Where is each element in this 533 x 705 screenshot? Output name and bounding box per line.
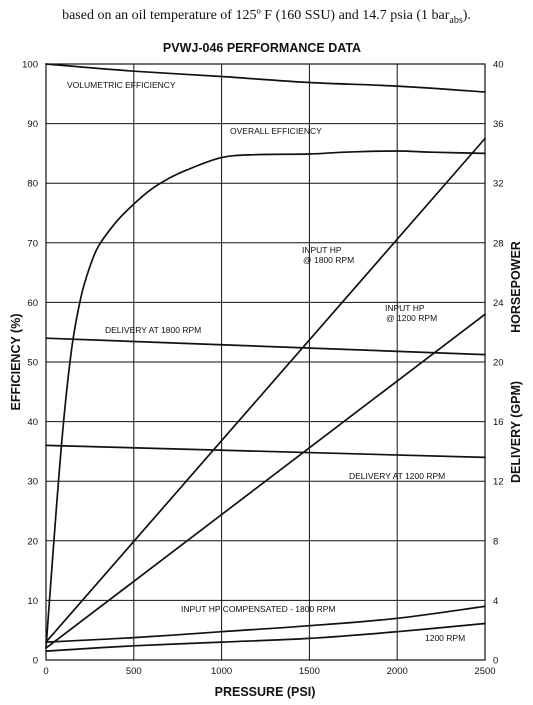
y-left-tick-label: 50	[27, 358, 38, 369]
page-caption: based on an oil temperature of 125º F (1…	[0, 8, 533, 26]
y-left-tick-label: 100	[22, 60, 38, 71]
label-volumetric-efficiency: VOLUMETRIC EFFICIENCY	[67, 80, 176, 90]
label-input-hp-compensated-1800: INPUT HP COMPENSATED - 1800 RPM	[181, 604, 335, 614]
series-line-1200-rpm	[45, 622, 486, 652]
y-left-tick-label: 90	[27, 119, 38, 130]
y-right-tick-label: 20	[493, 358, 504, 369]
y-left-tick-label: 40	[27, 417, 38, 428]
y-right-tick-label: 28	[493, 238, 504, 249]
series-line-overall-efficiency	[45, 150, 486, 649]
y-left-tick-label: 0	[33, 656, 38, 667]
y-axis-right-title-delivery: DELIVERY (GPM)	[509, 381, 523, 483]
series-annotations: VOLUMETRIC EFFICIENCY OVERALL EFFICIENCY…	[67, 80, 465, 643]
y-left-tick-label: 20	[27, 536, 38, 547]
series-line-delivery-at-1200-rpm	[45, 444, 486, 459]
series-line-input-hp-1200-rpm	[45, 313, 486, 649]
label-delivery-1800-line: DELIVERY AT 1800 RPM	[105, 325, 201, 335]
label-input-hp-1200: INPUT HP @ 1200 RPM	[385, 303, 437, 323]
x-tick-label: 2000	[387, 666, 408, 677]
series-line-input-hp-1800-rpm	[45, 137, 486, 643]
label-input-hp-1800-line: @ 1800 RPM	[303, 255, 354, 265]
label-input-hp-1200-line: INPUT HP	[385, 303, 425, 313]
series-line-input-hp-compensated-1800-rpm	[45, 605, 486, 643]
x-axis-title: PRESSURE (PSI)	[215, 685, 316, 699]
label-volumetric-efficiency-line: VOLUMETRIC EFFICIENCY	[67, 80, 176, 90]
label-overall-efficiency: OVERALL EFFICIENCY	[230, 126, 322, 136]
y-right-tick-label: 4	[493, 596, 498, 607]
label-input-hp-1800: INPUT HP @ 1800 RPM	[302, 245, 354, 265]
tick-labels: 0 500 1000 1500 2000 250001020304050607080901…	[22, 60, 503, 678]
y-right-tick-label: 16	[493, 417, 504, 428]
x-tick-label: 1500	[299, 666, 320, 677]
label-delivery-1200: DELIVERY AT 1200 RPM	[349, 471, 445, 481]
x-tick-label: 0	[43, 666, 48, 677]
label-input-hp-compensated-1800-line: INPUT HP COMPENSATED - 1800 RPM	[181, 604, 335, 614]
y-left-tick-label: 10	[27, 596, 38, 607]
y-axis-left-title: EFFICIENCY (%)	[9, 314, 23, 411]
y-right-tick-label: 24	[493, 298, 504, 309]
y-right-tick-label: 40	[493, 60, 504, 71]
y-axis-right-title-horsepower: HORSEPOWER	[509, 241, 523, 333]
label-input-hp-1200-line: @ 1200 RPM	[386, 313, 437, 323]
label-compensated-1200: 1200 RPM	[425, 633, 465, 643]
y-right-tick-label: 8	[493, 536, 498, 547]
chart-title: PVWJ-046 PERFORMANCE DATA	[163, 41, 361, 55]
label-delivery-1800: DELIVERY AT 1800 RPM	[105, 325, 201, 335]
grid-layer	[46, 64, 485, 660]
plot-frame	[45, 63, 486, 661]
series-line-volumetric-efficiency	[45, 63, 486, 93]
y-right-tick-label: 36	[493, 119, 504, 130]
label-delivery-1200-line: DELIVERY AT 1200 RPM	[349, 471, 445, 481]
label-overall-efficiency-line: OVERALL EFFICIENCY	[230, 126, 322, 136]
x-tick-label: 2500	[474, 666, 495, 677]
y-right-tick-label: 32	[493, 179, 504, 190]
caption-subscript: abs	[449, 14, 463, 26]
label-compensated-1200-line: 1200 RPM	[425, 633, 465, 643]
y-right-tick-label: 12	[493, 477, 504, 488]
caption-end: ).	[462, 8, 471, 23]
series-layer	[45, 63, 486, 652]
x-tick-label: 1000	[211, 666, 232, 677]
y-left-tick-label: 70	[27, 238, 38, 249]
series-line-delivery-at-1800-rpm	[45, 337, 486, 356]
y-left-tick-label: 30	[27, 477, 38, 488]
y-right-tick-label: 0	[493, 656, 498, 667]
label-input-hp-1800-line: INPUT HP	[302, 245, 342, 255]
x-tick-label: 500	[126, 666, 142, 677]
y-left-tick-label: 80	[27, 179, 38, 190]
caption-text: based on an oil temperature of 125º F (1…	[62, 8, 450, 23]
y-left-tick-label: 60	[27, 298, 38, 309]
